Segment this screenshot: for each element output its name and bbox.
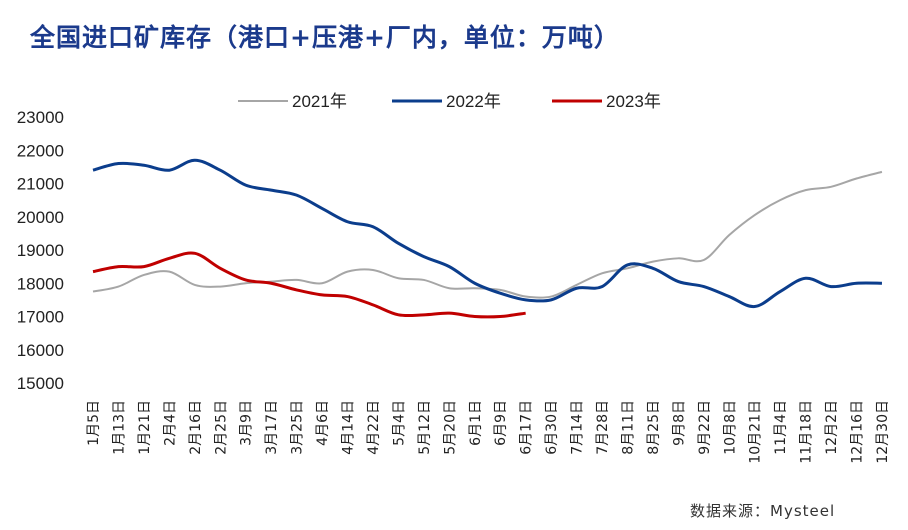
x-tick-label: 8月25日 bbox=[646, 400, 662, 455]
x-tick-label: 3月9日 bbox=[239, 400, 255, 446]
x-tick-label: 1月21日 bbox=[137, 400, 153, 455]
x-tick-label: 2月4日 bbox=[162, 400, 178, 446]
x-tick-label: 11月4日 bbox=[773, 400, 789, 455]
x-tick-label: 12月30日 bbox=[875, 400, 891, 464]
x-tick-label: 2月25日 bbox=[213, 400, 229, 455]
legend-label: 2021年 bbox=[292, 92, 347, 111]
x-tick-label: 3月25日 bbox=[290, 400, 306, 455]
x-tick-label: 6月9日 bbox=[493, 400, 509, 446]
y-tick-label: 20000 bbox=[17, 208, 64, 227]
x-tick-label: 10月21日 bbox=[748, 400, 764, 464]
x-tick-label: 9月22日 bbox=[697, 400, 713, 455]
x-tick-label: 12月2日 bbox=[824, 400, 840, 455]
x-tick-label: 8月11日 bbox=[620, 400, 636, 455]
y-tick-label: 18000 bbox=[17, 274, 64, 293]
series-line-2023年 bbox=[92, 251, 526, 319]
x-tick-label: 7月14日 bbox=[570, 400, 586, 455]
x-tick-label: 1月13日 bbox=[111, 400, 127, 455]
y-tick-label: 23000 bbox=[17, 108, 64, 127]
chart-title: 全国进口矿库存（港口+压港+厂内，单位：万吨） bbox=[30, 23, 620, 52]
x-tick-label: 6月30日 bbox=[544, 400, 560, 455]
x-tick-label: 3月17日 bbox=[264, 400, 280, 455]
x-tick-label: 5月20日 bbox=[442, 400, 458, 455]
series-line-2021年 bbox=[92, 170, 883, 299]
x-tick-label: 4月22日 bbox=[366, 400, 382, 455]
x-tick-label: 12月16日 bbox=[850, 400, 866, 464]
legend-label: 2023年 bbox=[606, 92, 661, 111]
x-tick-label: 4月6日 bbox=[315, 400, 331, 446]
series-line-2022年 bbox=[92, 158, 882, 309]
x-tick-label: 5月12日 bbox=[417, 400, 433, 455]
y-tick-label: 19000 bbox=[17, 241, 64, 260]
x-tick-label: 11月18日 bbox=[799, 400, 815, 464]
x-tick-label: 10月8日 bbox=[722, 400, 738, 455]
y-tick-label: 21000 bbox=[17, 175, 64, 194]
x-tick-label: 1月5日 bbox=[86, 400, 102, 446]
data-source: 数据来源：Mysteel bbox=[690, 502, 836, 520]
y-tick-label: 16000 bbox=[17, 341, 64, 360]
x-tick-label: 9月8日 bbox=[671, 400, 687, 446]
y-tick-label: 17000 bbox=[17, 308, 64, 327]
x-tick-label: 7月28日 bbox=[595, 400, 611, 455]
x-tick-label: 6月17日 bbox=[519, 400, 535, 455]
x-tick-label: 6月1日 bbox=[468, 400, 484, 446]
legend-label: 2022年 bbox=[446, 92, 501, 111]
x-tick-label: 5月4日 bbox=[391, 400, 407, 446]
y-tick-label: 15000 bbox=[17, 374, 64, 393]
x-tick-label: 4月14日 bbox=[341, 400, 357, 455]
x-tick-label: 2月16日 bbox=[188, 400, 204, 455]
y-tick-label: 22000 bbox=[17, 141, 64, 160]
